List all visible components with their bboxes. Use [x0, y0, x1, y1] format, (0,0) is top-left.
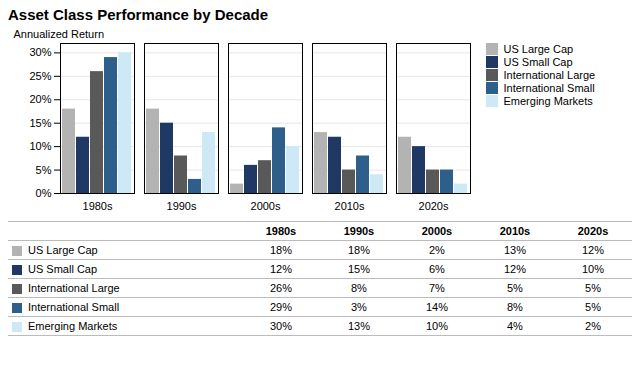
svg-text:30%: 30%	[29, 46, 51, 58]
svg-text:20%: 20%	[29, 93, 51, 105]
html-text:12%: 12%	[503, 263, 526, 275]
html-text:7%: 7%	[429, 282, 445, 294]
html-text:18%: 18%	[347, 244, 370, 256]
html-text:2000s: 2000s	[421, 225, 453, 237]
html-text:30%: 30%	[269, 320, 292, 332]
html-text:Asset Class Performance by Dec: Asset Class Performance by Decade	[8, 6, 269, 23]
html-text:International Small: International Small	[503, 82, 595, 94]
svg-text:Annualized Return: Annualized Return	[14, 28, 105, 40]
html-text:10%: 10%	[582, 263, 604, 275]
html-text:14%: 14%	[425, 301, 448, 313]
html-text:2%: 2%	[429, 244, 445, 256]
html-text:6%: 6%	[429, 263, 445, 275]
svg-text:15%: 15%	[29, 117, 51, 129]
html-text:12%: 12%	[582, 244, 604, 256]
html-text:1980s: 1980s	[265, 225, 297, 237]
svg-text:2020s: 2020s	[419, 200, 449, 212]
svg-text:0%: 0%	[36, 187, 52, 199]
html-text:5%: 5%	[585, 282, 601, 294]
html-text:2020s: 2020s	[577, 225, 609, 237]
html-text:1990s: 1990s	[343, 225, 375, 237]
html-text:8%: 8%	[507, 301, 523, 313]
html-text:15%: 15%	[347, 263, 370, 275]
svg-text:1980s: 1980s	[83, 200, 113, 212]
html-text:8%: 8%	[351, 282, 367, 294]
html-text:13%: 13%	[503, 244, 526, 256]
html-text:13%: 13%	[347, 320, 370, 332]
svg-text:5%: 5%	[36, 164, 52, 176]
html-text:26%: 26%	[269, 282, 292, 294]
html-text:US Large Cap: US Large Cap	[28, 244, 98, 256]
svg-text:10%: 10%	[29, 140, 51, 152]
html-text:International Small: International Small	[28, 301, 120, 313]
html-text:5%: 5%	[585, 301, 601, 313]
html-text:International Large: International Large	[28, 282, 120, 294]
html-text:2010s: 2010s	[499, 225, 531, 237]
html-text:Emerging Markets: Emerging Markets	[503, 95, 593, 107]
html-text:International Large: International Large	[503, 69, 596, 81]
svg-text:25%: 25%	[29, 70, 51, 82]
svg-text:2000s: 2000s	[251, 200, 281, 212]
html-text:US Small Cap: US Small Cap	[28, 263, 98, 275]
html-text:5%: 5%	[507, 282, 523, 294]
svg-text:1990s: 1990s	[167, 200, 197, 212]
html-text:US Small Cap: US Small Cap	[503, 56, 573, 68]
html-text:12%: 12%	[269, 263, 292, 275]
html-text:10%: 10%	[425, 320, 448, 332]
svg-text:2010s: 2010s	[335, 200, 365, 212]
html-text:18%: 18%	[269, 244, 292, 256]
html-text:4%: 4%	[507, 320, 523, 332]
html-text:3%: 3%	[351, 301, 367, 313]
html-text:2%: 2%	[585, 320, 601, 332]
html-text:Emerging Markets: Emerging Markets	[28, 320, 118, 332]
html-text:US Large Cap: US Large Cap	[503, 43, 574, 55]
html-text:29%: 29%	[269, 301, 292, 313]
